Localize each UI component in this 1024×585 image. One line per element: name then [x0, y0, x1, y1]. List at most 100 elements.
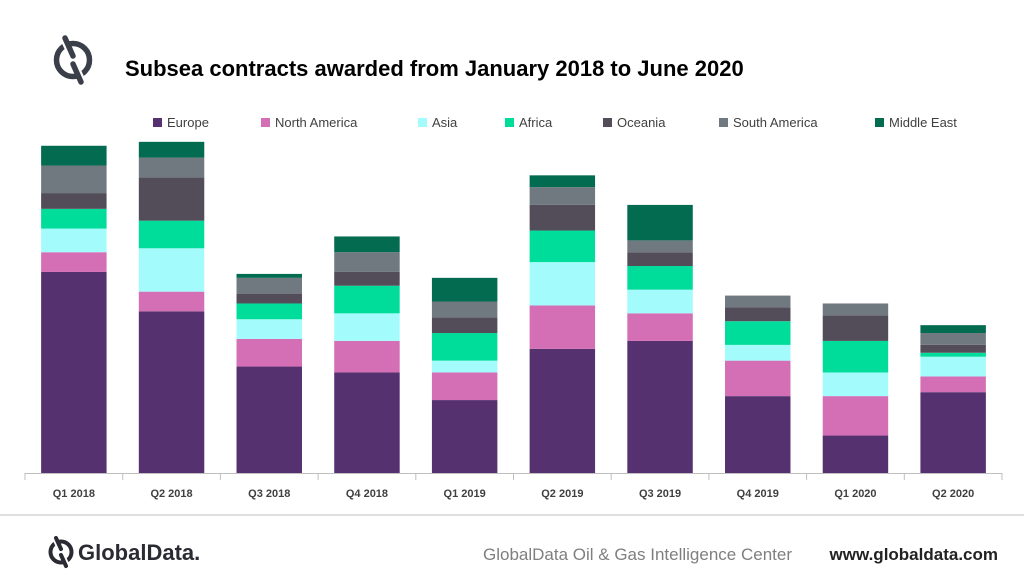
x-tick-label-q1-2020: Q1 2020 — [834, 488, 876, 500]
bar-q2-2019-europe — [529, 348, 596, 473]
legend-swatch-europe — [153, 118, 162, 127]
bar-q4-2019-north-america — [725, 360, 791, 397]
legend-label-asia: Asia — [432, 115, 458, 130]
x-tick-label-q1-2019: Q1 2019 — [444, 488, 486, 500]
bar-q1-2019-south-america — [431, 301, 498, 318]
bar-q2-2020-asia — [920, 356, 986, 377]
bar-q2-2020-middle-east — [920, 325, 986, 334]
bar-q2-2020-oceania — [920, 344, 986, 353]
bar-q3-2019-oceania — [627, 252, 693, 267]
bar-q1-2018-africa — [41, 208, 107, 229]
legend-label-middle-east: Middle East — [889, 115, 957, 130]
bar-q2-2018-africa — [138, 220, 205, 249]
bar-q3-2018-africa — [236, 303, 302, 320]
bar-q1-2018-oceania — [41, 193, 107, 209]
bar-q3-2019-asia — [627, 289, 693, 314]
footer-logo-icon — [48, 535, 74, 569]
bar-q4-2018-middle-east — [334, 236, 400, 253]
bar-q2-2019-oceania — [529, 204, 596, 231]
bar-q3-2018-asia — [236, 319, 302, 339]
bar-stack-q3-2019 — [627, 204, 693, 473]
bar-q2-2020-africa — [920, 352, 986, 357]
bar-q4-2018-asia — [334, 313, 400, 341]
bar-q2-2019-north-america — [529, 305, 596, 349]
bar-stack-q4-2018 — [334, 236, 400, 473]
bar-q3-2019-europe — [627, 340, 693, 473]
bar-q1-2018-middle-east — [41, 145, 107, 166]
bar-q3-2018-north-america — [236, 338, 302, 367]
bar-q4-2019-oceania — [725, 307, 791, 322]
legend-swatch-south-america — [719, 118, 728, 127]
legend-label-north-america: North America — [275, 115, 358, 130]
bar-q3-2019-africa — [627, 266, 693, 290]
legend-label-africa: Africa — [519, 115, 553, 130]
bar-q2-2020-south-america — [920, 333, 986, 345]
legend-label-oceania: Oceania — [617, 115, 666, 130]
x-tick-label-q3-2018: Q3 2018 — [248, 488, 290, 500]
bar-q2-2019-asia — [529, 262, 596, 306]
bar-q2-2018-asia — [138, 248, 205, 292]
x-tick-label-q3-2019: Q3 2019 — [639, 488, 681, 500]
bar-q3-2019-north-america — [627, 313, 693, 341]
bar-q2-2020-north-america — [920, 376, 986, 393]
x-tick-label-q1-2018: Q1 2018 — [53, 488, 95, 500]
bar-q4-2019-europe — [725, 396, 791, 473]
bar-q2-2018-europe — [138, 311, 205, 473]
bar-q2-2019-africa — [529, 230, 596, 263]
bar-q2-2019-south-america — [529, 187, 596, 205]
bar-q1-2020-south-america — [822, 303, 889, 316]
bar-q2-2018-north-america — [138, 291, 205, 312]
bar-q4-2018-north-america — [334, 340, 400, 373]
bar-q1-2019-oceania — [431, 317, 498, 334]
bar-stack-q2-2019 — [529, 175, 596, 473]
bar-q3-2018-middle-east — [236, 273, 302, 278]
bar-q1-2018-south-america — [41, 165, 107, 194]
legend-label-europe: Europe — [167, 115, 209, 130]
bar-q3-2018-oceania — [236, 293, 302, 304]
bar-q4-2018-south-america — [334, 252, 400, 272]
bar-q1-2020-north-america — [822, 396, 889, 436]
bar-q2-2018-oceania — [138, 177, 205, 221]
legend-label-south-america: South America — [733, 115, 818, 130]
bar-q2-2018-middle-east — [138, 141, 205, 158]
bar-q1-2019-africa — [431, 333, 498, 361]
bar-q4-2018-africa — [334, 285, 400, 314]
bar-q1-2018-asia — [41, 228, 107, 253]
footer-brand: GlobalData. — [78, 540, 200, 565]
bar-q4-2018-europe — [334, 372, 400, 473]
bar-q2-2018-south-america — [138, 157, 205, 178]
bar-q3-2019-south-america — [627, 240, 693, 253]
bar-q1-2019-middle-east — [431, 277, 498, 302]
bar-q3-2018-europe — [236, 366, 302, 473]
bar-q1-2018-north-america — [41, 252, 107, 272]
chart-bars — [41, 141, 986, 473]
bar-stack-q2-2018 — [138, 141, 205, 473]
bar-stack-q1-2019 — [431, 277, 498, 473]
bar-stack-q1-2020 — [822, 303, 889, 473]
bar-q1-2019-europe — [431, 400, 498, 473]
bar-q3-2018-south-america — [236, 277, 302, 294]
bar-q4-2019-south-america — [725, 295, 791, 308]
bar-q1-2020-europe — [822, 435, 889, 473]
bar-q1-2020-oceania — [822, 315, 889, 341]
x-tick-label-q4-2018: Q4 2018 — [346, 488, 388, 500]
legend-swatch-oceania — [603, 118, 612, 127]
bar-stack-q3-2018 — [236, 273, 302, 473]
legend-swatch-asia — [418, 118, 427, 127]
bar-q4-2018-oceania — [334, 271, 400, 286]
bar-stack-q1-2018 — [41, 145, 107, 473]
bar-q1-2019-asia — [431, 360, 498, 373]
footer-url[interactable]: www.globaldata.com — [829, 545, 998, 564]
bar-q4-2019-asia — [725, 344, 791, 361]
bar-q1-2018-europe — [41, 271, 107, 473]
bar-stack-q4-2019 — [725, 295, 791, 473]
globaldata-logo-icon — [53, 35, 93, 85]
legend-swatch-middle-east — [875, 118, 884, 127]
bar-q4-2019-africa — [725, 321, 791, 345]
chart-legend: Europe North America Asia Africa Oceania Sout… — [153, 115, 957, 130]
bar-q2-2020-europe — [920, 392, 986, 473]
x-tick-label-q2-2020: Q2 2020 — [932, 488, 974, 500]
chart-title: Subsea contracts awarded from January 20… — [125, 56, 744, 81]
bar-stack-q2-2020 — [920, 325, 986, 473]
